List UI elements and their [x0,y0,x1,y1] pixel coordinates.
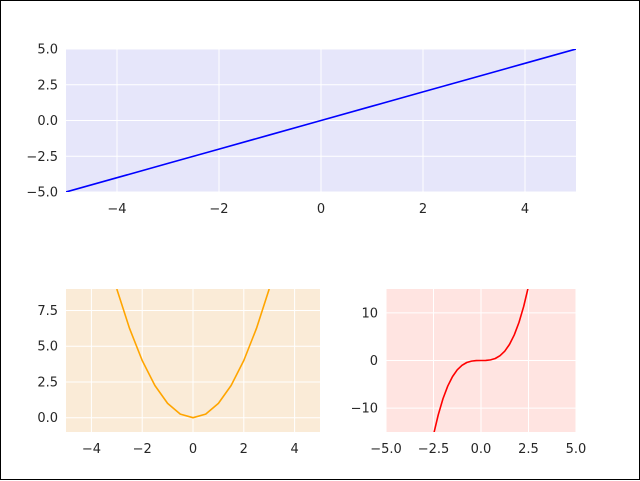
cubic-plot-xtick-label-2: 0.0 [471,442,492,457]
line-plot-ytick-label-3: 2.5 [37,78,58,93]
line-plot-xtick-label-0: −4 [107,202,126,217]
line-plot-xtick-label-3: 2 [419,202,427,217]
parabola-plot-ytick-label-3: 7.5 [37,304,58,319]
cubic-plot: −5.0 −2.5 0.0 2.5 5.0 −10 0 10 [351,289,587,457]
cubic-plot-ytick-label-2: 10 [361,306,378,321]
line-plot-ytick-label-0: −5.0 [26,186,58,201]
line-plot-ytick-label-2: 0.0 [37,114,58,129]
cubic-plot-ytick-label-1: 0 [370,354,378,369]
parabola-plot-series-0 [116,289,270,419]
line-plot: −4 −2 0 2 4 −5.0 −2.5 0.0 2.5 5.0 [26,43,576,217]
cubic-plot-ytick-label-0: −10 [351,402,378,417]
cubic-plot-xtick-label-4: 5.0 [566,442,587,457]
line-plot-ytick-label-1: −2.5 [26,150,58,165]
parabola-plot-ytick-label-2: 5.0 [37,340,58,355]
parabola-plot-xtick-label-2: 0 [189,442,197,457]
parabola-plot-ytick-label-0: 0.0 [37,411,58,426]
line-plot-ytick-label-4: 5.0 [37,43,58,58]
cubic-plot-xtick-label-1: −2.5 [418,442,450,457]
parabola-plot: −4 −2 0 2 4 0.0 2.5 5.0 7.5 [37,289,320,457]
line-plot-xtick-label-2: 0 [317,202,325,217]
parabola-plot-xtick-label-4: 4 [290,442,298,457]
cubic-plot-xtick-label-0: −5.0 [370,442,402,457]
line-plot-xtick-label-4: 4 [521,202,529,217]
parabola-plot-xtick-label-3: 2 [240,442,248,457]
parabola-plot-xtick-label-0: −4 [82,442,101,457]
line-plot-xtick-label-1: −2 [209,202,228,217]
cubic-plot-xtick-label-3: 2.5 [518,442,539,457]
parabola-plot-xtick-label-1: −2 [133,442,152,457]
cubic-plot-series-0 [433,289,529,432]
parabola-plot-ytick-label-1: 2.5 [37,375,58,390]
line-plot-series-0 [66,49,576,192]
